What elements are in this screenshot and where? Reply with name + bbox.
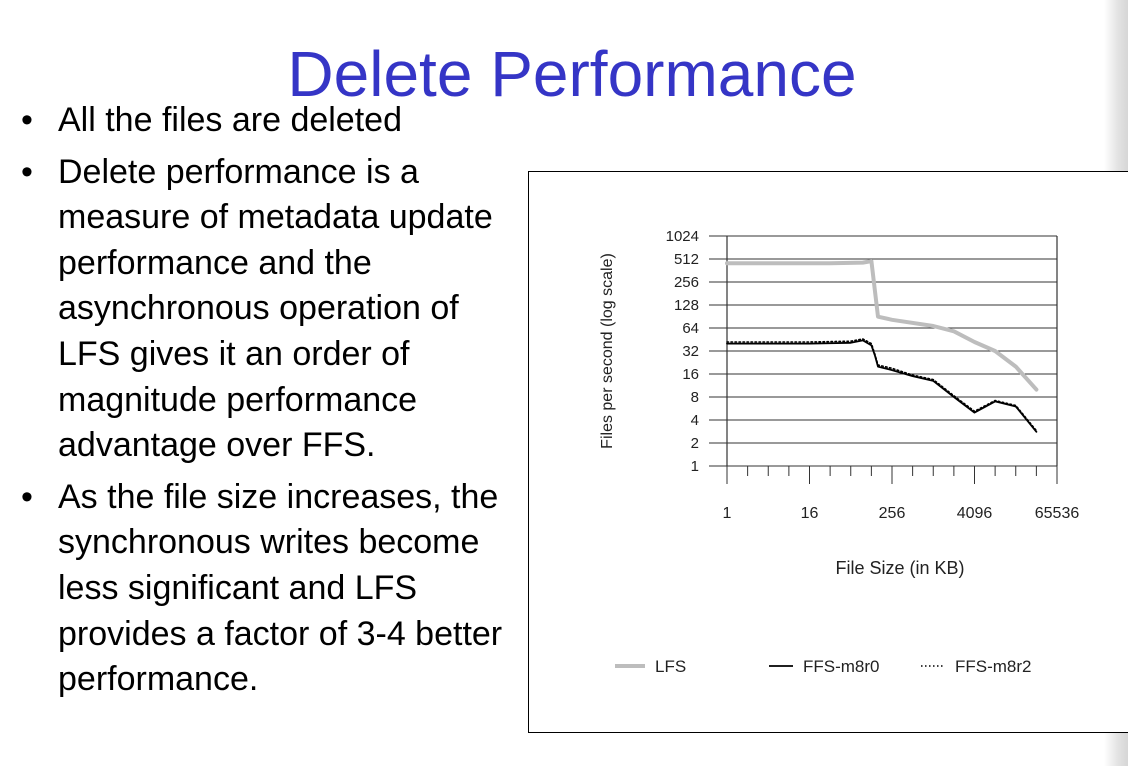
series-line-ffs-m8r2 xyxy=(726,338,1038,432)
bullet-marker: • xyxy=(21,152,33,191)
y-tick-label: 128 xyxy=(674,297,699,314)
y-tick-label: 1024 xyxy=(666,228,699,245)
legend-label: LFS xyxy=(655,657,686,676)
bullet-text: Delete performance is a measure of metad… xyxy=(58,152,493,465)
x-tick-label: 65536 xyxy=(1035,505,1080,522)
bullet-item: • As the file size increases, the synchr… xyxy=(12,475,512,703)
y-tick-label: 1 xyxy=(691,458,699,475)
x-tick-label: 4096 xyxy=(957,505,993,522)
y-tick-label: 256 xyxy=(674,274,699,291)
y-tick-label: 512 xyxy=(674,251,699,268)
bullet-list: • All the files are deleted • Delete per… xyxy=(12,98,512,709)
x-tick-label: 256 xyxy=(879,505,906,522)
legend-label: FFS-m8r0 xyxy=(803,657,880,676)
legend-label: FFS-m8r2 xyxy=(955,657,1032,676)
bullet-marker: • xyxy=(21,101,33,139)
y-tick-label: 32 xyxy=(682,343,699,360)
series-line-ffs-m8r0 xyxy=(726,339,1038,433)
bullet-marker: • xyxy=(21,477,33,516)
bullet-item: • Delete performance is a measure of met… xyxy=(12,150,512,469)
x-tick-label: 16 xyxy=(801,505,819,522)
y-tick-label: 16 xyxy=(682,366,699,383)
bullet-text: As the file size increases, the synchron… xyxy=(58,477,503,699)
y-tick-label: 64 xyxy=(682,320,699,337)
y-tick-label: 4 xyxy=(691,412,699,429)
y-tick-label: 8 xyxy=(691,389,699,406)
chart-svg: 1 2 4 8 16 32 64 128 256 512 1024 1 16 256 4096 65536 Fi… xyxy=(599,228,1080,676)
slide-title: Delete Performance xyxy=(287,38,857,110)
bullet-item: • All the files are deleted xyxy=(12,98,512,144)
x-tick-label: 1 xyxy=(723,505,732,522)
y-axis-title: Files per second (log scale) xyxy=(599,253,616,449)
x-axis-title: File Size (in KB) xyxy=(835,558,964,578)
chart-figure: 1 2 4 8 16 32 64 128 256 512 1024 1 16 256 4096 65536 Fi… xyxy=(528,171,1128,733)
y-tick-label: 2 xyxy=(691,435,699,452)
series-line-lfs xyxy=(725,259,1039,392)
bullet-text: All the files are deleted xyxy=(58,101,402,139)
